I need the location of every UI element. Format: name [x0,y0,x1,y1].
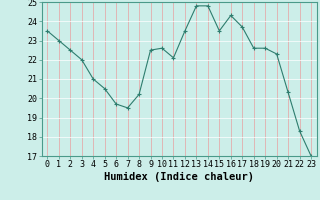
X-axis label: Humidex (Indice chaleur): Humidex (Indice chaleur) [104,172,254,182]
